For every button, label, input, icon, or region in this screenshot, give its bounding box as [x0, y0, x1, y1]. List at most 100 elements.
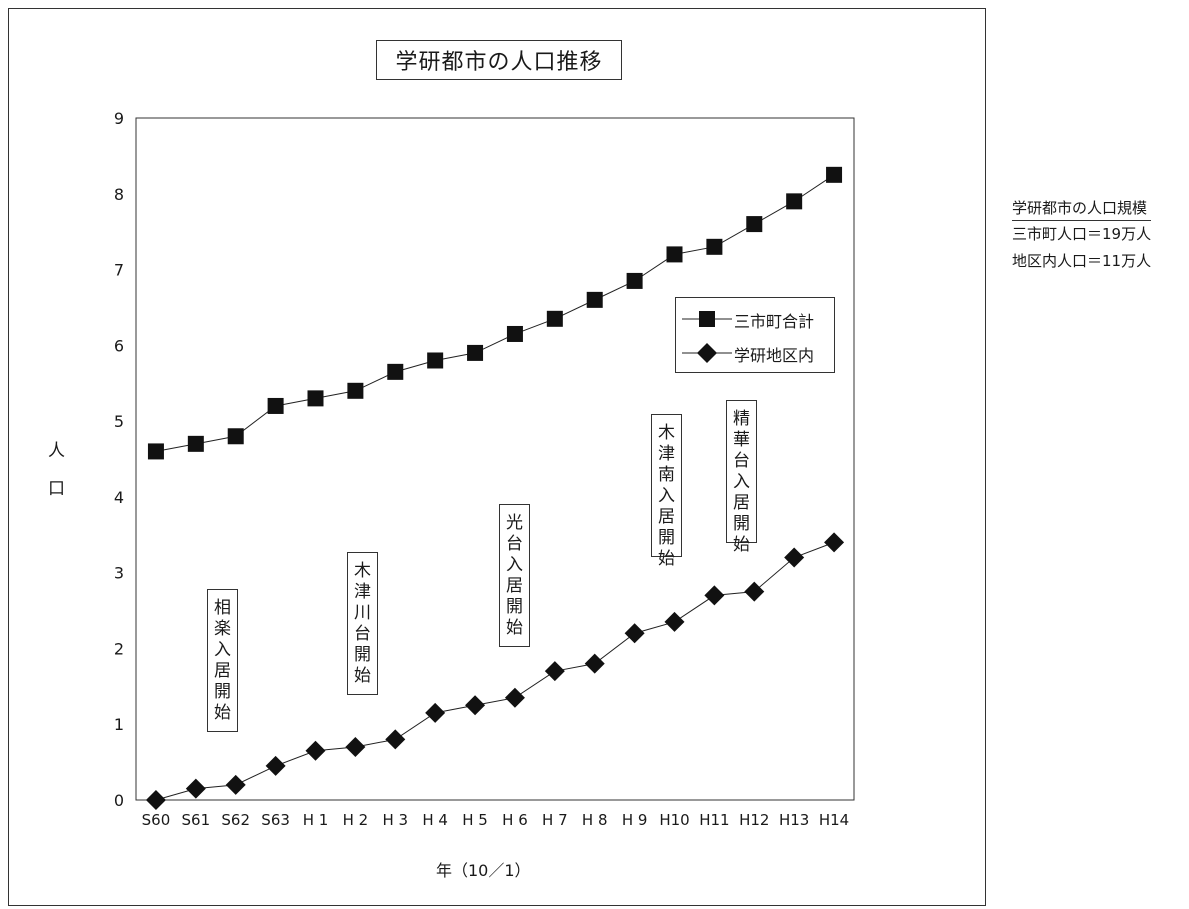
data-point-square [666, 246, 683, 263]
data-point-diamond [225, 774, 246, 795]
annotation-char: 楽 [214, 619, 231, 639]
annotation-char: 木 [354, 561, 371, 581]
chart-title: 学研都市の人口推移 [376, 40, 622, 80]
data-point-square [746, 216, 763, 233]
annotation-char: 華 [733, 430, 750, 450]
x-tick-label: S60 [142, 811, 171, 829]
y-tick-label: 5 [114, 412, 124, 431]
diamond-marker-icon [682, 343, 732, 363]
data-point-diamond [265, 755, 286, 776]
legend-label: 三市町合計 [734, 312, 815, 331]
x-tick-label: H 6 [502, 811, 528, 829]
annotation-box: 木津川台開始 [347, 552, 378, 695]
annotation-char: 台 [506, 534, 523, 554]
data-point-diamond [504, 687, 525, 708]
y-axis-label-char: 人 [48, 441, 65, 461]
y-tick-label: 7 [114, 261, 124, 280]
annotation-char: 入 [658, 486, 675, 506]
data-point-square [706, 238, 723, 255]
annotation-char: 始 [658, 549, 675, 569]
chart-legend: 三市町合計 学研地区内 [675, 297, 835, 373]
annotation-char: 相 [214, 598, 231, 618]
y-tick-label: 4 [114, 488, 124, 507]
data-point-diamond [744, 581, 765, 602]
annotation-box: 光台入居開始 [499, 504, 530, 647]
side-note-heading: 学研都市の人口規模 [1012, 196, 1152, 221]
y-tick-label: 1 [114, 715, 124, 734]
data-point-diamond [544, 661, 565, 682]
data-point-square [347, 382, 364, 399]
legend-entry-district: 学研地区内 [676, 338, 834, 368]
annotation-char: 居 [733, 493, 750, 513]
data-point-square [586, 291, 603, 308]
data-point-diamond [824, 532, 845, 553]
annotation-char: 始 [354, 666, 371, 686]
y-axis-label-char: 口 [48, 479, 65, 499]
annotation-char: 台 [733, 451, 750, 471]
y-tick-label: 2 [114, 639, 124, 658]
x-tick-label: H12 [739, 811, 769, 829]
annotation-char: 始 [214, 703, 231, 723]
x-tick-label: S61 [182, 811, 211, 829]
data-point-diamond [784, 547, 805, 568]
data-point-square [467, 344, 484, 361]
data-point-square [546, 310, 563, 327]
x-tick-label: H13 [779, 811, 809, 829]
data-point-diamond [305, 740, 326, 761]
annotation-char: 津 [658, 444, 675, 464]
square-marker-icon [682, 311, 732, 327]
annotation-char: 光 [506, 513, 523, 533]
y-tick-label: 0 [114, 791, 124, 810]
annotation-box: 相楽入居開始 [207, 589, 238, 732]
data-point-diamond [345, 736, 366, 757]
data-point-square [307, 390, 324, 407]
data-point-diamond [664, 611, 685, 632]
data-point-square [826, 166, 843, 183]
legend-entry-total: 三市町合計 [676, 304, 834, 334]
x-tick-label: H 5 [462, 811, 488, 829]
annotation-char: 始 [733, 535, 750, 555]
annotation-char: 南 [658, 465, 675, 485]
y-tick-label: 8 [114, 185, 124, 204]
annotation-char: 居 [506, 576, 523, 596]
data-point-diamond [185, 778, 206, 799]
annotation-char: 開 [354, 645, 371, 665]
data-point-diamond [584, 653, 605, 674]
annotation-char: 木 [658, 423, 675, 443]
x-tick-label: H 9 [622, 811, 648, 829]
annotation-char: 精 [733, 409, 750, 429]
annotation-char: 入 [506, 555, 523, 575]
data-point-square [147, 443, 164, 460]
data-point-diamond [145, 790, 166, 810]
y-tick-label: 6 [114, 336, 124, 355]
y-tick-label: 3 [114, 564, 124, 583]
x-tick-label: H11 [699, 811, 729, 829]
annotation-char: 始 [506, 618, 523, 638]
data-point-diamond [385, 729, 406, 750]
annotation-char: 入 [733, 472, 750, 492]
annotation-char: 開 [214, 682, 231, 702]
x-tick-label: H14 [819, 811, 849, 829]
data-point-diamond [704, 585, 725, 606]
data-point-diamond [425, 702, 446, 723]
x-tick-label: H 8 [582, 811, 608, 829]
data-point-square [427, 352, 444, 369]
annotation-char: 開 [658, 528, 675, 548]
y-axis-label: 人口 [48, 432, 65, 508]
annotation-char: 居 [658, 507, 675, 527]
side-note-line: 三市町人口＝19万人 [1012, 225, 1152, 243]
side-note-line: 地区内人口＝11万人 [1012, 252, 1152, 270]
data-point-square [626, 272, 643, 289]
x-tick-label: S62 [221, 811, 250, 829]
data-point-square [227, 428, 244, 445]
annotation-box: 木津南入居開始 [651, 414, 682, 569]
x-tick-label: S63 [261, 811, 290, 829]
x-axis-label: 年（10／1） [436, 861, 531, 880]
data-point-square [506, 325, 523, 342]
x-tick-label: H 3 [382, 811, 408, 829]
annotation-char: 川 [354, 603, 371, 623]
x-tick-label: H10 [659, 811, 689, 829]
annotation-char: 開 [506, 597, 523, 617]
side-note: 学研都市の人口規模 三市町人口＝19万人 地区内人口＝11万人 [1012, 196, 1152, 275]
